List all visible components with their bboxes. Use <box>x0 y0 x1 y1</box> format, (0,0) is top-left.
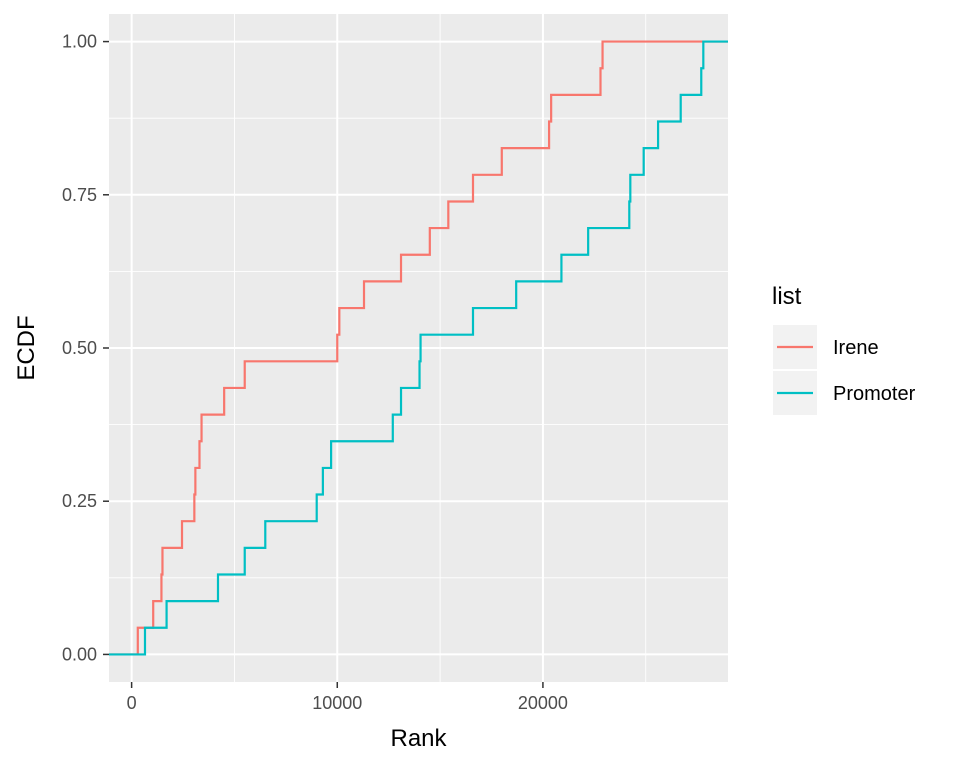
series-layer <box>109 40 728 656</box>
series-line-promoter <box>109 40 728 656</box>
y-tick-label: 0.75 <box>62 185 97 205</box>
y-axis-title: ECDF <box>13 315 40 380</box>
legend: list Irene Promoter <box>772 283 916 415</box>
y-tick-label: 0.25 <box>62 491 97 511</box>
x-axis-title: Rank <box>390 725 447 752</box>
x-axis: 0 10000 20000 <box>127 682 568 713</box>
legend-title: list <box>772 283 802 310</box>
y-tick-label: 0.00 <box>62 644 97 664</box>
x-tick-label: 20000 <box>518 693 568 713</box>
x-tick-label: 0 <box>127 693 137 713</box>
y-tick-label: 1.00 <box>62 32 97 52</box>
x-tick-label: 10000 <box>312 693 362 713</box>
legend-item-promoter: Promoter <box>773 371 916 415</box>
legend-item-irene: Irene <box>773 325 879 369</box>
legend-label: Promoter <box>833 383 916 405</box>
legend-label: Irene <box>833 337 879 359</box>
legend-items: Irene Promoter <box>773 325 916 415</box>
y-axis: 0.00 0.25 0.50 0.75 1.00 <box>62 32 109 664</box>
y-tick-label: 0.50 <box>62 338 97 358</box>
series-line-irene <box>109 40 728 656</box>
major-gridlines <box>109 14 728 682</box>
